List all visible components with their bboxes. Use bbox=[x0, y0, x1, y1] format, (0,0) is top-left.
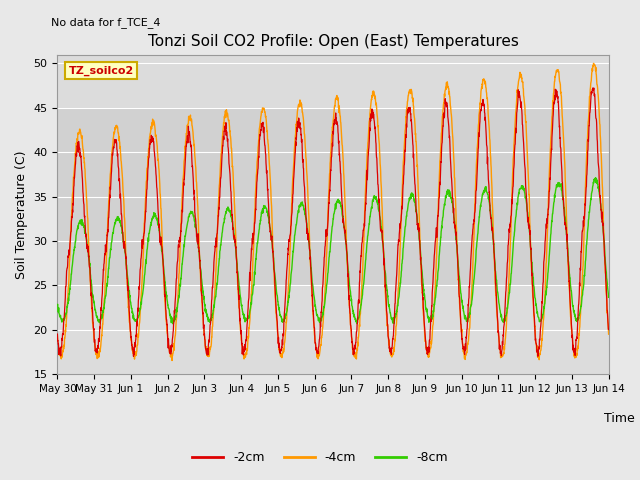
Legend: -2cm, -4cm, -8cm: -2cm, -4cm, -8cm bbox=[187, 446, 453, 469]
Title: Tonzi Soil CO2 Profile: Open (East) Temperatures: Tonzi Soil CO2 Profile: Open (East) Temp… bbox=[148, 34, 518, 49]
Bar bbox=[58, 108, 609, 285]
Text: No data for f_TCE_4: No data for f_TCE_4 bbox=[51, 17, 161, 28]
Y-axis label: Soil Temperature (C): Soil Temperature (C) bbox=[15, 150, 28, 278]
Text: TZ_soilco2: TZ_soilco2 bbox=[68, 66, 134, 76]
X-axis label: Time: Time bbox=[604, 412, 635, 425]
